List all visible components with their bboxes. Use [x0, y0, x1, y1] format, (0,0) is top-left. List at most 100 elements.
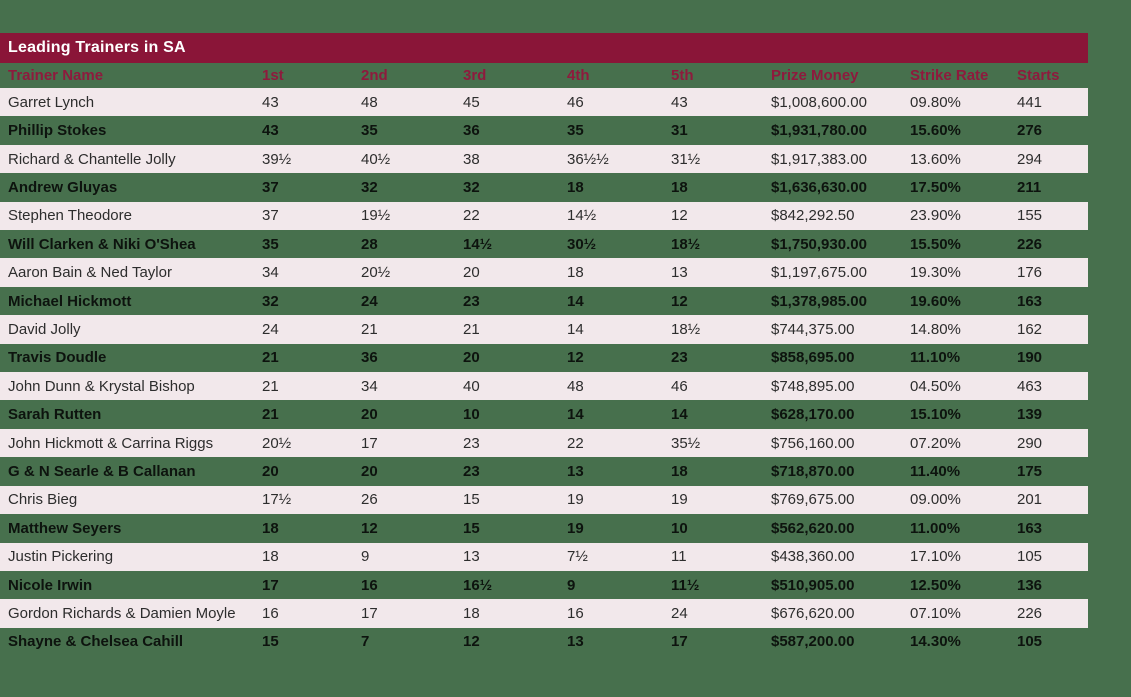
cell-strike-rate: 14.80% [910, 320, 961, 338]
cell-1st: 17 [262, 576, 279, 594]
cell-prize-money: $858,695.00 [771, 349, 855, 367]
column-header-2nd: 2nd [361, 67, 388, 84]
table-row: Will Clarken & Niki O'Shea 35 28 14½ 30½ 18½ $… [0, 230, 1088, 258]
cell-4th: 14 [567, 320, 584, 338]
table-row: Stephen Theodore 37 19½ 22 14½ 12 $842,292.50 2… [0, 201, 1088, 231]
cell-1st: 20½ [262, 434, 292, 452]
cell-3rd: 15 [463, 519, 480, 537]
column-header-strike-rate: Strike Rate [910, 67, 989, 84]
cell-prize-money: $1,750,930.00 [771, 235, 867, 253]
cell-1st: 24 [262, 320, 279, 338]
cell-prize-money: $1,008,600.00 [771, 93, 867, 111]
table-row: David Jolly 24 21 21 14 18½ $744,375.00 14.80% 1… [0, 315, 1088, 344]
cell-4th: 18 [567, 178, 584, 196]
cell-2nd: 12 [361, 519, 378, 537]
cell-3rd: 23 [463, 434, 480, 452]
cell-4th: 19 [567, 491, 584, 509]
cell-3rd: 12 [463, 633, 480, 651]
table-row: Michael Hickmott 32 24 23 14 12 $1,378,985.00 1… [0, 287, 1088, 315]
cell-prize-money: $769,675.00 [771, 491, 855, 509]
cell-2nd: 48 [361, 93, 378, 111]
cell-strike-rate: 15.10% [910, 406, 961, 424]
cell-prize-money: $1,931,780.00 [771, 122, 867, 140]
leading-trainers-table: Leading Trainers in SA Trainer Name 1st 2n… [0, 33, 1088, 656]
cell-prize-money: $842,292.50 [771, 207, 855, 225]
cell-strike-rate: 07.10% [910, 605, 961, 623]
cell-strike-rate: 13.60% [910, 150, 961, 168]
cell-5th: 14 [671, 406, 688, 424]
cell-strike-rate: 11.10% [910, 349, 961, 367]
cell-5th: 17 [671, 633, 688, 651]
table-row: Shayne & Chelsea Cahill 15 7 12 13 17 $587,200… [0, 628, 1088, 656]
cell-1st: 21 [262, 377, 279, 395]
cell-5th: 18½ [671, 320, 701, 338]
column-header-trainer-name: Trainer Name [8, 67, 104, 84]
cell-prize-money: $718,870.00 [771, 462, 855, 480]
cell-4th: 18 [567, 264, 584, 282]
cell-4th: 46 [567, 93, 584, 111]
cell-4th: 30½ [567, 235, 597, 253]
column-header-3rd: 3rd [463, 67, 487, 84]
cell-3rd: 23 [463, 462, 480, 480]
cell-strike-rate: 12.50% [910, 576, 961, 594]
column-header-1st: 1st [262, 67, 284, 84]
table-row: Phillip Stokes 43 35 36 35 31 $1,931,780.00 15.… [0, 116, 1088, 144]
cell-starts: 176 [1017, 264, 1043, 282]
cell-trainer-name: Richard & Chantelle Jolly [8, 150, 176, 168]
column-header-5th: 5th [671, 67, 694, 84]
cell-trainer-name: Stephen Theodore [8, 207, 132, 225]
cell-starts: 139 [1017, 406, 1043, 424]
cell-3rd: 45 [463, 93, 480, 111]
cell-strike-rate: 07.20% [910, 434, 961, 452]
cell-trainer-name: Chris Bieg [8, 491, 78, 509]
cell-2nd: 16 [361, 576, 378, 594]
cell-3rd: 38 [463, 150, 480, 168]
cell-strike-rate: 14.30% [910, 633, 961, 651]
cell-2nd: 19½ [361, 207, 391, 225]
cell-trainer-name: Gordon Richards & Damien Moyle [8, 605, 236, 623]
cell-prize-money: $628,170.00 [771, 406, 855, 424]
cell-2nd: 32 [361, 178, 378, 196]
cell-starts: 105 [1017, 548, 1043, 566]
table-row: Andrew Gluyas 37 32 32 18 18 $1,636,630.00 17.5… [0, 173, 1088, 201]
cell-1st: 32 [262, 292, 279, 310]
cell-2nd: 20½ [361, 264, 391, 282]
cell-4th: 16 [567, 605, 584, 623]
cell-1st: 17½ [262, 491, 292, 509]
table-row: Matthew Seyers 18 12 15 19 10 $562,620.00 11.00… [0, 514, 1088, 542]
cell-prize-money: $510,905.00 [771, 576, 855, 594]
table-row: G & N Searle & B Callanan 20 20 23 13 18 $718,… [0, 457, 1088, 485]
cell-5th: 18½ [671, 235, 701, 253]
cell-strike-rate: 19.30% [910, 264, 961, 282]
cell-3rd: 10 [463, 406, 480, 424]
cell-2nd: 20 [361, 462, 378, 480]
cell-4th: 9 [567, 576, 576, 594]
cell-trainer-name: John Hickmott & Carrina Riggs [8, 434, 214, 452]
cell-5th: 11 [671, 548, 687, 566]
cell-starts: 290 [1017, 434, 1043, 452]
cell-1st: 18 [262, 519, 279, 537]
cell-4th: 22 [567, 434, 584, 452]
cell-strike-rate: 15.50% [910, 235, 961, 253]
cell-strike-rate: 15.60% [910, 122, 961, 140]
cell-trainer-name: Shayne & Chelsea Cahill [8, 633, 184, 651]
cell-starts: 226 [1017, 605, 1043, 623]
cell-prize-money: $587,200.00 [771, 633, 855, 651]
cell-prize-money: $744,375.00 [771, 320, 855, 338]
table-header-row: Trainer Name 1st 2nd 3rd 4th 5th Prize Money St… [0, 63, 1088, 88]
cell-2nd: 34 [361, 377, 378, 395]
cell-5th: 31½ [671, 150, 701, 168]
cell-trainer-name: Michael Hickmott [8, 292, 132, 310]
cell-4th: 14 [567, 292, 584, 310]
table-row: Aaron Bain & Ned Taylor 34 20½ 20 18 13 $1,197… [0, 258, 1088, 287]
cell-strike-rate: 09.00% [910, 491, 961, 509]
cell-3rd: 20 [463, 264, 480, 282]
cell-2nd: 17 [361, 605, 378, 623]
cell-trainer-name: Phillip Stokes [8, 122, 107, 140]
table-row: John Dunn & Krystal Bishop 21 34 40 48 46 $748… [0, 372, 1088, 401]
cell-strike-rate: 11.40% [910, 462, 961, 480]
table-row: Nicole Irwin 17 16 16½ 9 11½ $510,905.00 12.50%… [0, 571, 1088, 599]
cell-4th: 48 [567, 377, 584, 395]
cell-strike-rate: 17.50% [910, 178, 961, 196]
cell-4th: 35 [567, 122, 584, 140]
